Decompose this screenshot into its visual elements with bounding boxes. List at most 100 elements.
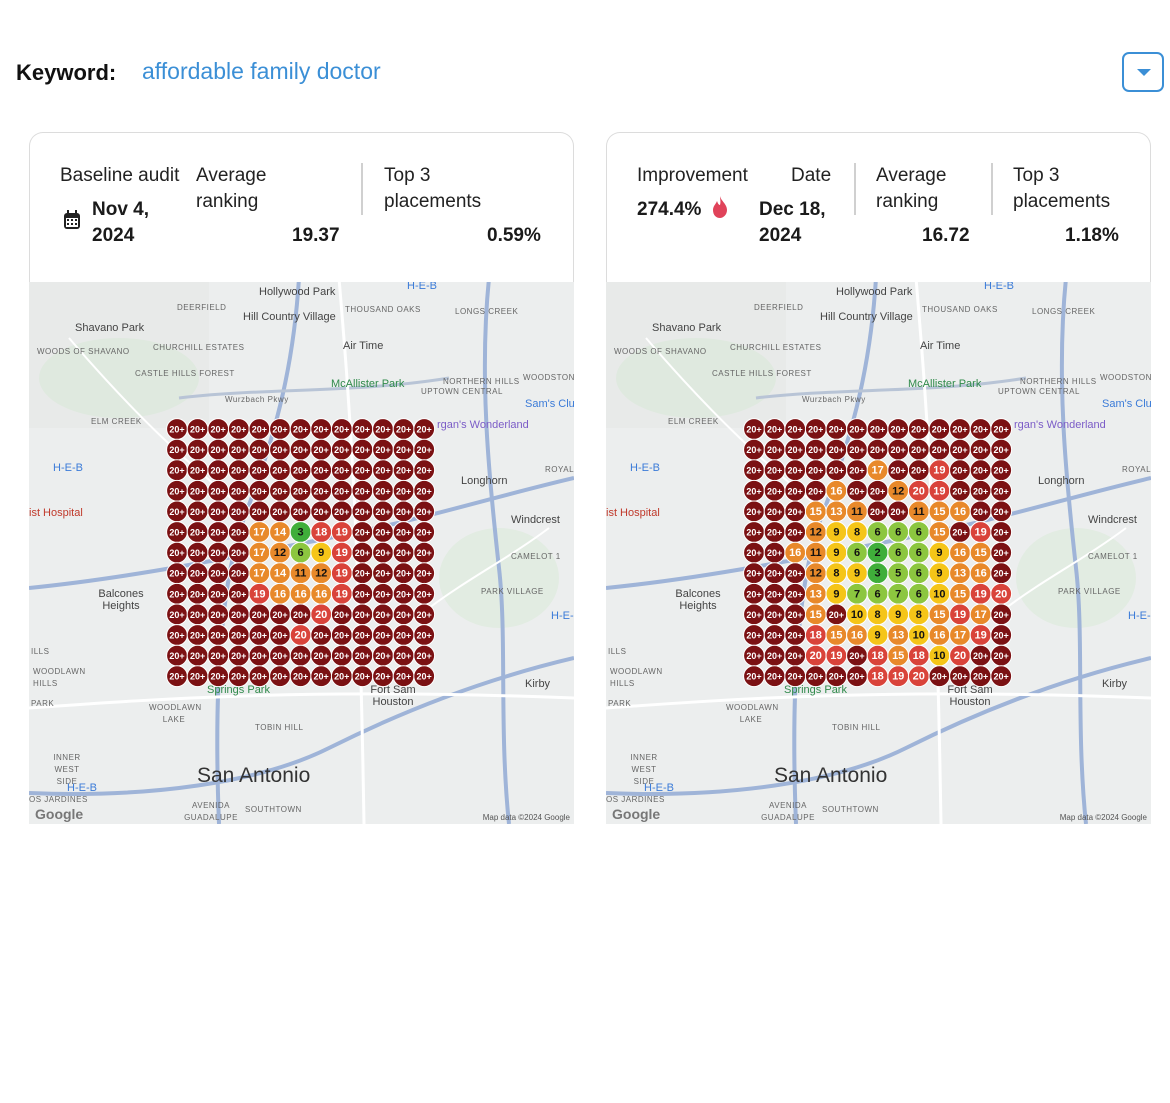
current-top3-label-2: placements — [1013, 191, 1111, 212]
map-label: ELM CREEK — [668, 417, 719, 426]
rank-marker-label: 20+ — [808, 445, 823, 455]
baseline-map[interactable]: 20+ 20+ 20+ 20+ 20+ 20+ 20+ 20+ 20+ 20+ 20+ 20+ 20+ 2… — [29, 278, 574, 824]
map-label: CASTLE HILLS FOREST — [712, 369, 812, 378]
map-label: Fort Sam Houston — [947, 684, 993, 708]
rank-marker-label: 20+ — [396, 425, 411, 435]
current-map[interactable]: 20+ 20+ 20+ 20+ 20+ 20+ 20+ 20+ 20+ 20+ 20+ 20+ 20+ 2… — [606, 278, 1151, 824]
rank-marker-label: 20+ — [190, 610, 205, 620]
rank-marker-label: 20+ — [746, 425, 761, 435]
rank-marker-label: 20+ — [334, 507, 349, 517]
rank-marker-label: 20+ — [355, 631, 370, 641]
rank-marker-label: 20+ — [417, 651, 432, 661]
rank-marker-label: 2 — [875, 547, 881, 559]
map-label: SOUTHTOWN — [245, 805, 302, 814]
rank-marker-label: 11 — [810, 547, 822, 559]
rank-marker-label: 12 — [810, 527, 822, 539]
map-label: THOUSAND OAKS — [345, 305, 421, 314]
rank-marker-label: 20+ — [272, 610, 287, 620]
rank-marker-label: 19 — [336, 588, 348, 600]
rank-marker-label: 19 — [253, 588, 265, 600]
rank-marker-label: 20+ — [231, 548, 246, 558]
rank-marker-label: 20+ — [870, 445, 885, 455]
rank-marker-label: 20+ — [169, 445, 184, 455]
map-label: WOODSTONE — [1100, 373, 1151, 382]
rank-marker-label: 20+ — [849, 466, 864, 476]
rank-marker-label: 9 — [833, 547, 839, 559]
rank-marker-label: 20+ — [375, 651, 390, 661]
rank-marker-label: 20+ — [417, 672, 432, 682]
map-label: TOBIN HILL — [255, 723, 304, 732]
current-avg-label-2: ranking — [876, 191, 939, 212]
rank-marker-label: 20+ — [375, 486, 390, 496]
rank-marker-label: 20+ — [293, 507, 308, 517]
rank-marker-label: 20+ — [169, 486, 184, 496]
rank-marker-label: 20+ — [169, 507, 184, 517]
dropdown-toggle-button[interactable] — [1122, 52, 1164, 92]
baseline-title: Baseline audit — [60, 165, 180, 186]
rank-marker-label: 20+ — [829, 672, 844, 682]
rank-marker-label: 15 — [933, 527, 945, 539]
rank-marker-label: 20+ — [252, 425, 267, 435]
current-top3-value: 1.18% — [1065, 225, 1119, 246]
rank-marker-label: 20+ — [169, 425, 184, 435]
rank-marker-label: 10 — [933, 588, 945, 600]
map-label: Air Time — [343, 340, 384, 352]
rank-marker-label: 20+ — [417, 507, 432, 517]
rank-marker-label: 6 — [298, 547, 304, 559]
rank-marker-label: 17 — [253, 568, 265, 580]
map-label: CHURCHILL ESTATES — [730, 343, 822, 352]
keyword-value[interactable]: affordable family doctor — [142, 58, 381, 84]
map-label: Springs Park — [784, 684, 847, 696]
map-label: H-E-B — [407, 280, 437, 292]
rank-marker-label: 20+ — [396, 589, 411, 599]
rank-marker-label: 16 — [315, 588, 327, 600]
rank-marker-label: 20+ — [891, 425, 906, 435]
rank-marker-label: 15 — [933, 609, 945, 621]
rank-marker-label: 20+ — [417, 569, 432, 579]
map-label: WOODS OF SHAVANO — [37, 347, 130, 356]
map-label: H-E-B — [53, 462, 83, 474]
rank-marker-label: 11 — [851, 506, 863, 518]
rank-marker-label: 20+ — [396, 631, 411, 641]
rank-marker-label: 20+ — [314, 631, 329, 641]
rank-marker-label: 20+ — [169, 610, 184, 620]
rank-marker-label: 20+ — [767, 507, 782, 517]
rank-marker[interactable] — [413, 665, 436, 688]
rank-marker-label: 20+ — [973, 425, 988, 435]
rank-marker-label: 20+ — [334, 631, 349, 641]
rank-marker-label: 17 — [871, 465, 883, 477]
rank-marker-label: 20+ — [190, 425, 205, 435]
rank-marker-label: 20+ — [334, 610, 349, 620]
rank-marker-label: 20+ — [994, 610, 1009, 620]
rank-marker-label: 3 — [298, 527, 304, 539]
rank-marker-label: 20+ — [952, 425, 967, 435]
rank-marker-label: 16 — [974, 568, 986, 580]
rank-marker-label: 20+ — [272, 425, 287, 435]
rank-marker-label: 20 — [913, 671, 925, 683]
rank-marker-label: 20+ — [211, 610, 226, 620]
rank-marker-label: 20+ — [767, 651, 782, 661]
current-date-line2: 2024 — [759, 225, 802, 246]
rank-marker-label: 20+ — [788, 507, 803, 517]
rank-marker-label: 10 — [933, 650, 945, 662]
rank-marker-label: 20+ — [334, 425, 349, 435]
rank-marker-label: 20+ — [849, 445, 864, 455]
rank-marker-label: 20+ — [355, 425, 370, 435]
rank-marker-label: 20+ — [211, 569, 226, 579]
rank-marker-label: 20+ — [746, 672, 761, 682]
rank-marker[interactable] — [990, 665, 1013, 688]
rank-marker-label: 20+ — [973, 466, 988, 476]
rank-marker-label: 6 — [895, 527, 901, 539]
rank-marker-label: 20+ — [994, 507, 1009, 517]
rank-marker-label: 20 — [954, 650, 966, 662]
rank-marker-label: 20+ — [231, 631, 246, 641]
map-label: INNER WEST SIDE — [630, 753, 658, 786]
rank-marker-label: 20+ — [767, 445, 782, 455]
rank-marker-label: 20+ — [252, 466, 267, 476]
rank-marker-label: 20+ — [808, 425, 823, 435]
rank-marker-label: 20+ — [396, 651, 411, 661]
rank-marker-label: 20+ — [952, 672, 967, 682]
rank-marker-label: 20+ — [829, 466, 844, 476]
rank-marker-label: 20+ — [355, 548, 370, 558]
rank-marker-label: 20+ — [396, 528, 411, 538]
